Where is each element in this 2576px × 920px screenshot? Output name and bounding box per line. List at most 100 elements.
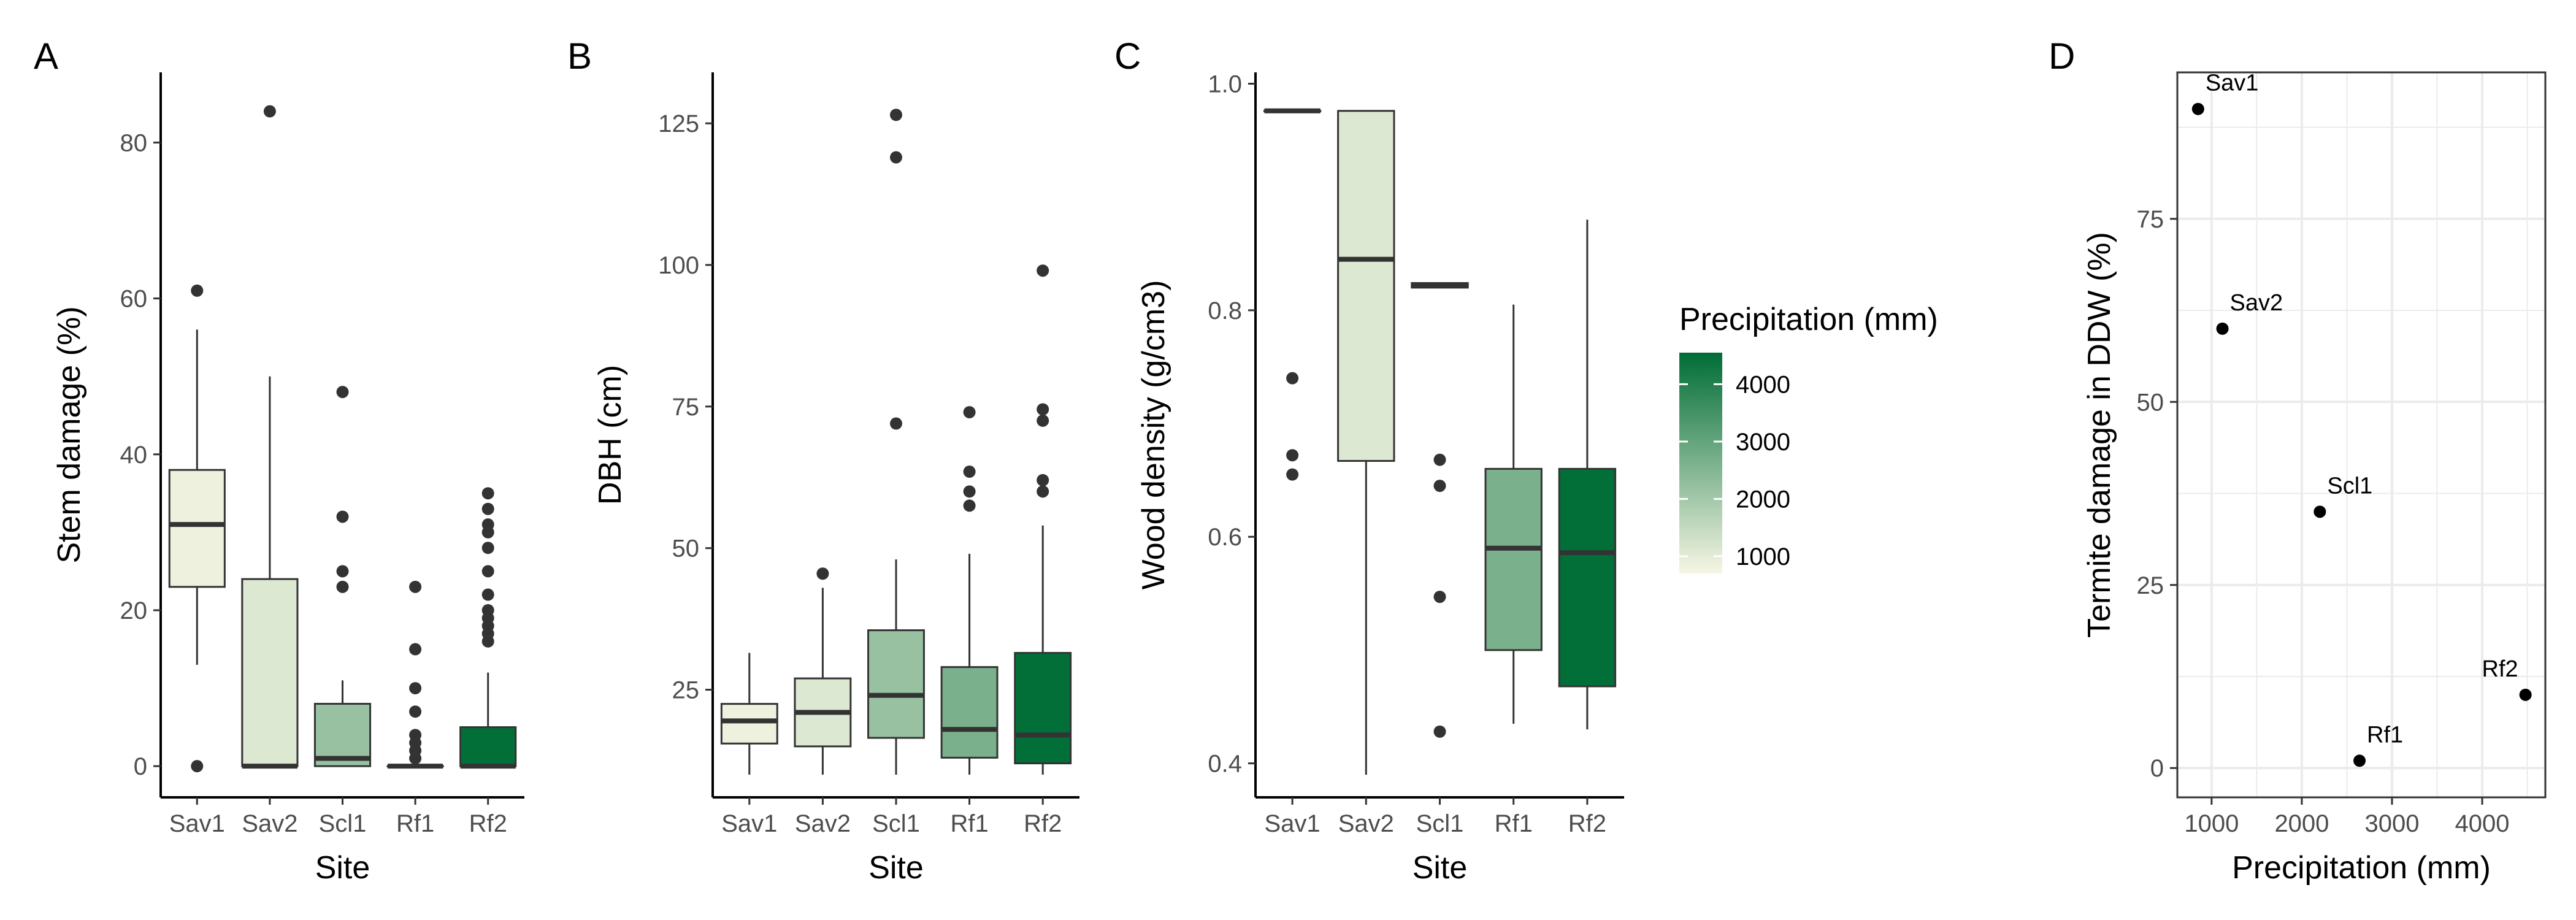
panel-c: C 0.4 0.6 0.8 1.0 Sav1 Sav2 Scl1 Rf1 Rf2 Site Wood … — [1114, 36, 1624, 886]
y-tick-label: 0.4 — [1208, 751, 1242, 778]
y-tick-label: 50 — [672, 535, 700, 562]
outlier-point — [481, 604, 494, 616]
legend-tick-label: 3000 — [1736, 429, 1790, 456]
x-tick-label: 1000 — [2184, 810, 2239, 837]
y-axis-title: Termite damage in DDW (%) — [2082, 232, 2117, 638]
outlier-point — [409, 705, 422, 718]
y-axis-title: Stem damage (%) — [52, 306, 87, 563]
box-rf1 — [940, 406, 999, 775]
box-sav2 — [1337, 110, 1395, 775]
box-body — [168, 469, 226, 588]
outlier-point — [1286, 468, 1299, 481]
outlier-point — [481, 588, 494, 601]
box-rf1 — [386, 580, 444, 769]
outlier-point — [191, 284, 204, 297]
box-body — [1337, 110, 1395, 462]
y-tick-label: 60 — [120, 286, 148, 313]
box-sav1 — [168, 284, 226, 773]
scatter-point-sav2 — [2216, 322, 2229, 335]
legend-tick-label: 4000 — [1736, 371, 1790, 398]
outlier-point — [263, 105, 276, 118]
point-label: Rf1 — [2367, 722, 2403, 748]
outlier-point — [336, 580, 349, 593]
outlier-point — [481, 487, 494, 500]
outlier-point — [1433, 591, 1446, 604]
x-tick-label: Rf1 — [396, 810, 434, 837]
outlier-point — [336, 565, 349, 578]
y-tick-label: 0 — [2150, 755, 2164, 782]
box-body — [313, 702, 372, 767]
x-tick-label: 3000 — [2365, 810, 2420, 837]
point-label: Scl1 — [2327, 473, 2372, 499]
outlier-point — [816, 567, 829, 580]
outlier-point — [1037, 414, 1049, 427]
x-tick-label: 4000 — [2455, 810, 2510, 837]
y-tick-label: 75 — [672, 394, 700, 421]
box-scl1 — [1411, 282, 1469, 738]
outlier-point — [890, 109, 902, 121]
box-body — [1558, 467, 1617, 688]
x-axis-title: Precipitation (mm) — [2232, 850, 2491, 886]
x-tick-label: Sav2 — [795, 810, 851, 837]
panel-a: A 0 20 40 60 80 Sav1 Sav2 Scl1 Rf1 Rf2 Site Stem dam… — [34, 36, 524, 886]
y-tick-label: 75 — [2137, 206, 2164, 233]
box-body — [1014, 652, 1072, 765]
box-sav2 — [794, 567, 852, 775]
box-sav1 — [1263, 108, 1322, 481]
outlier-point — [1037, 485, 1049, 498]
y-axis-title: DBH (cm) — [592, 365, 628, 505]
legend-colorbar — [1679, 353, 1722, 573]
x-tick-label: Sav2 — [242, 810, 297, 837]
box-rf2 — [459, 487, 517, 769]
x-tick-label: Rf1 — [950, 810, 988, 837]
y-tick-label: 25 — [2137, 572, 2164, 599]
y-tick-label: 25 — [672, 677, 700, 704]
outlier-point — [1037, 473, 1049, 486]
x-axis-title: Site — [1413, 850, 1468, 886]
box-sav2 — [241, 105, 299, 769]
legend: Precipitation (mm) 1000 2000 3000 4000 — [1679, 302, 1938, 573]
plot-border — [2176, 71, 2547, 799]
box-scl1 — [313, 386, 372, 767]
x-tick-label: Rf2 — [1568, 810, 1606, 837]
outlier-point — [963, 485, 976, 498]
x-tick-label: Scl1 — [1416, 810, 1464, 837]
y-tick-label: 0 — [134, 753, 147, 780]
outlier-point — [336, 386, 349, 399]
outlier-point — [890, 417, 902, 430]
outlier-point — [890, 151, 902, 164]
box-rf2 — [1014, 264, 1072, 775]
box-body — [459, 726, 517, 767]
outlier-point — [481, 502, 494, 515]
x-tick-label: Sav1 — [1265, 810, 1321, 837]
scatter-point-rf2 — [2519, 688, 2532, 701]
outlier-point — [963, 499, 976, 512]
y-tick-label: 0.6 — [1208, 524, 1242, 551]
outlier-point — [191, 760, 204, 773]
y-tick-label: 40 — [120, 442, 148, 469]
scatter-point-scl1 — [2313, 505, 2326, 518]
box-body — [241, 578, 299, 767]
outlier-point — [336, 510, 349, 523]
outlier-point — [481, 565, 494, 578]
x-tick-label: Rf1 — [1495, 810, 1533, 837]
outlier-point — [1037, 403, 1049, 416]
outlier-point — [1433, 725, 1446, 738]
y-tick-label: 0.8 — [1208, 297, 1242, 324]
panel-tag: A — [34, 36, 58, 77]
legend-tick-label: 2000 — [1736, 486, 1790, 513]
point-label: Sav2 — [2230, 290, 2283, 316]
y-tick-label: 80 — [120, 129, 148, 156]
outlier-point — [409, 580, 422, 593]
outlier-point — [1433, 453, 1446, 466]
panel-tag: D — [2049, 36, 2075, 77]
box-sav1 — [720, 653, 778, 775]
panel-b: B 25 50 75 100 125 Sav1 Sav2 Scl1 Rf1 Rf2 Site DBH (… — [567, 36, 1079, 886]
outlier-point — [481, 542, 494, 554]
outlier-point — [409, 729, 422, 742]
box-body — [1484, 467, 1543, 651]
outlier-point — [1286, 372, 1299, 385]
panel-tag: B — [567, 36, 592, 77]
scatter-point-sav1 — [2191, 102, 2204, 115]
